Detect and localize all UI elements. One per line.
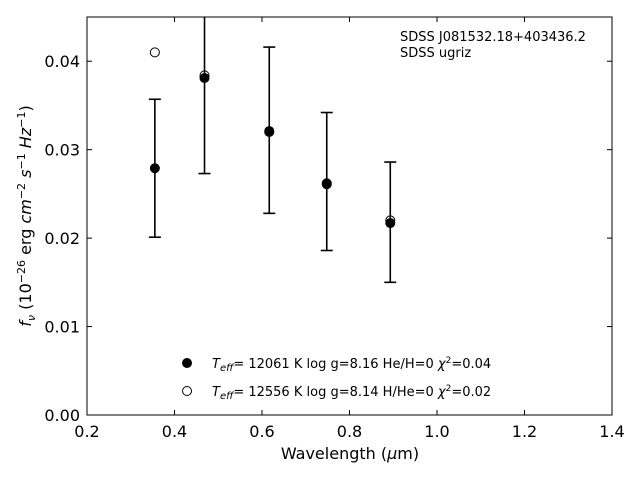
- data-point-open: [149, 47, 160, 58]
- legend-marker-filled: [182, 358, 192, 368]
- plot-frame: [86, 16, 613, 416]
- legend-label-series-1: Teff= 12061 K log g=8.16 He/H=0 χ2=0.04: [212, 356, 491, 374]
- data-point-filled: [149, 163, 160, 174]
- plot-area: [148, 17, 397, 284]
- axis-ticks: 0.2 0.4 0.6 0.8 1.0 1.2 1.4 0.00 0.01 0.02 0.03 0.0…: [44, 17, 625, 441]
- data-point-open: [199, 70, 210, 81]
- data-point-open: [385, 215, 396, 226]
- data-point-filled: [199, 73, 210, 84]
- data-point-filled: [385, 218, 396, 229]
- legend: Teff= 12061 K log g=8.16 He/H=0 χ2=0.04 …: [182, 356, 491, 402]
- data-point-open: [264, 126, 275, 137]
- x-tick-label: 0.6: [249, 422, 274, 441]
- y-axis-label: fν (10−26 erg cm−2 s−1 Hz−1): [15, 105, 38, 326]
- annotation-survey-name: SDSS ugriz: [400, 46, 471, 61]
- y-tick-label: 0.01: [44, 318, 80, 337]
- y-tick-label: 0.00: [44, 406, 80, 425]
- y-tick-label: 0.02: [44, 229, 80, 248]
- y-tick-label: 0.04: [44, 52, 80, 71]
- x-tick-label: 1.2: [512, 422, 537, 441]
- data-point-open: [321, 179, 332, 190]
- legend-marker-open: [182, 386, 192, 396]
- y-tick-label: 0.03: [44, 141, 80, 160]
- x-tick-label: 0.4: [162, 422, 187, 441]
- plot-inner: [148, 17, 397, 284]
- legend-label-series-2: Teff= 12556 K log g=8.14 H/He=0 χ2=0.02: [212, 384, 491, 402]
- x-tick-label: 0.2: [74, 422, 99, 441]
- x-axis-label: Wavelength (μm): [281, 444, 419, 463]
- x-tick-label: 1.0: [424, 422, 449, 441]
- x-tick-label: 1.4: [599, 422, 624, 441]
- annotation-object-name: SDSS J081532.18+403436.2: [400, 30, 586, 45]
- x-tick-label: 0.8: [337, 422, 362, 441]
